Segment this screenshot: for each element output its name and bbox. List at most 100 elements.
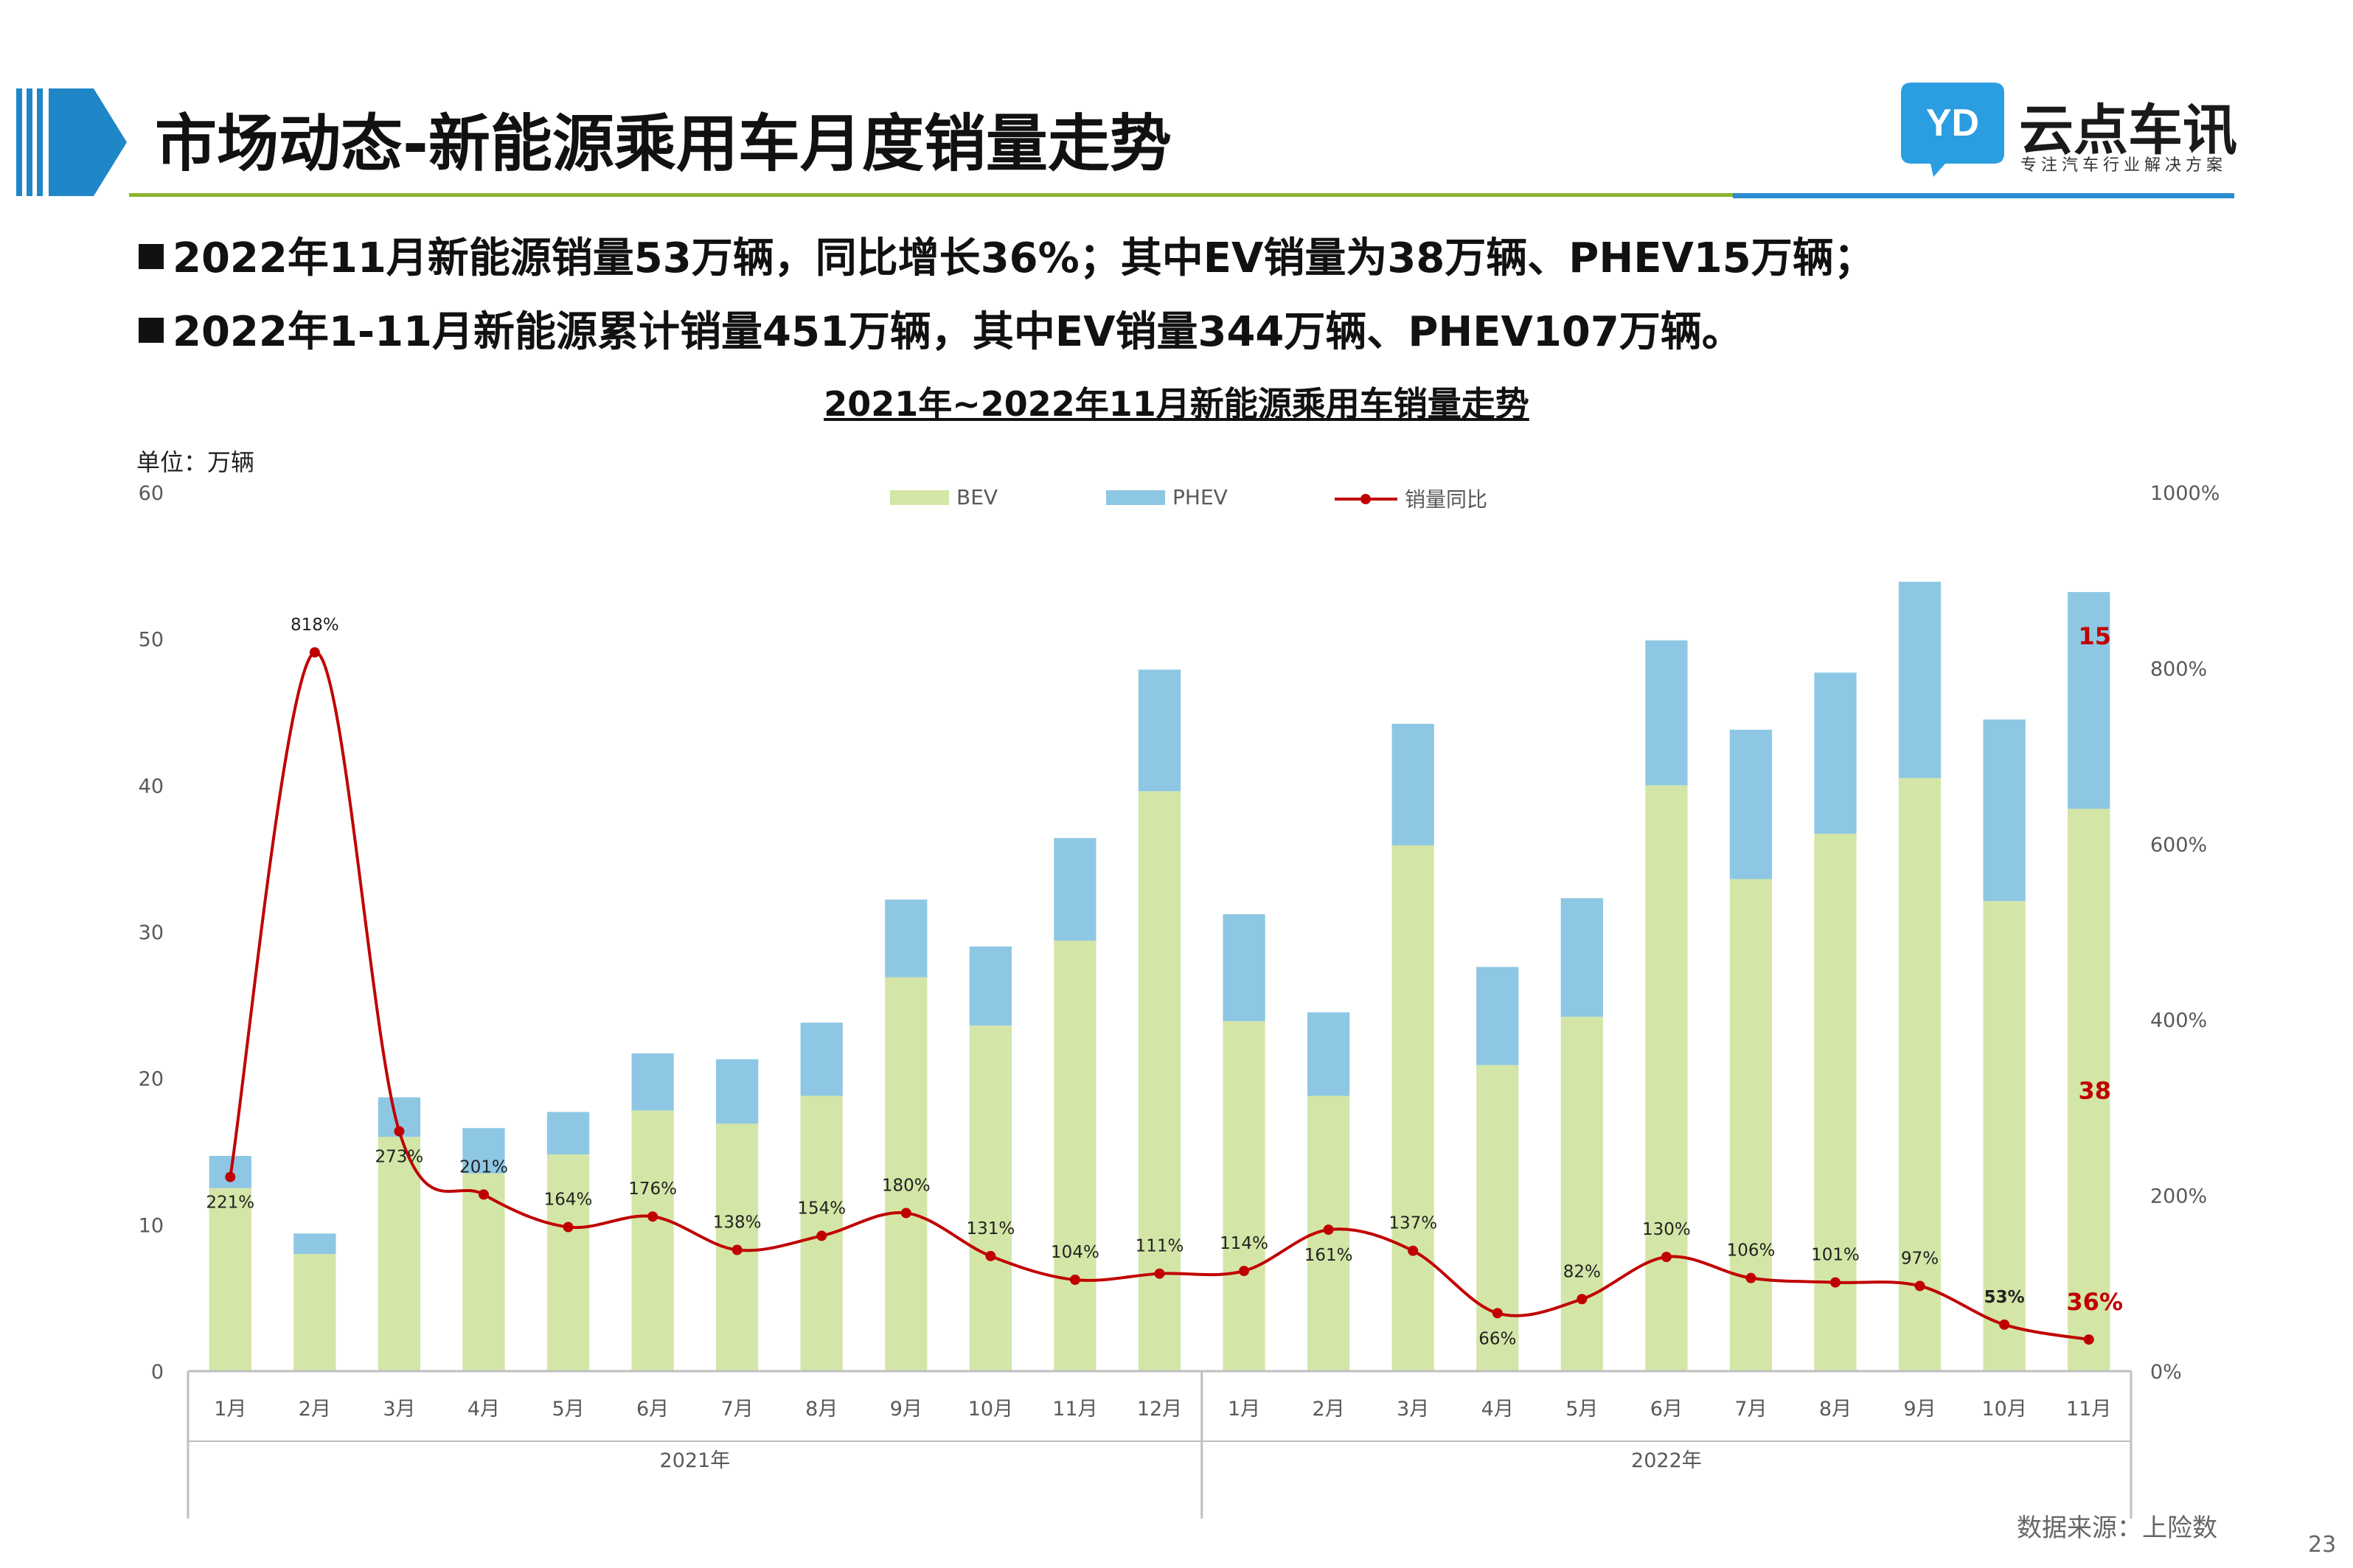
phev-bar — [800, 1022, 843, 1096]
bev-bar — [885, 977, 928, 1371]
bev-bar — [293, 1254, 336, 1371]
yoy-data-label: 36% — [2066, 1288, 2123, 1316]
phev-bar — [1814, 672, 1857, 834]
x-tick-label: 11月 — [1052, 1398, 1097, 1421]
y-right-tick-label: 0% — [2150, 1361, 2182, 1384]
yoy-point — [1408, 1245, 1419, 1256]
phev-callout-label: 15 — [2078, 622, 2111, 650]
yoy-data-label: 101% — [1811, 1246, 1860, 1265]
x-tick-label: 5月 — [552, 1398, 584, 1421]
yoy-point — [1323, 1224, 1334, 1236]
bev-bar — [1645, 785, 1688, 1371]
phev-bar — [1476, 966, 1519, 1065]
source-label: 数据来源：上险数 — [2017, 1513, 2217, 1543]
yoy-point — [1577, 1294, 1588, 1305]
unit-label: 单位：万辆 — [136, 448, 255, 476]
yoy-point — [1492, 1308, 1503, 1319]
bullet-square-icon — [139, 244, 164, 269]
yoy-data-label: 53% — [1984, 1288, 2025, 1307]
phev-bar — [1054, 837, 1096, 941]
x-tick-label: 6月 — [636, 1398, 669, 1421]
x-tick-label: 2月 — [299, 1398, 331, 1421]
logo-badge-icon: YD — [1901, 83, 2004, 177]
yoy-data-label: 111% — [1136, 1237, 1184, 1256]
yoy-point — [731, 1244, 743, 1255]
yoy-line — [229, 650, 2090, 1342]
x-tick-label: 8月 — [805, 1398, 838, 1421]
bev-bar — [2068, 809, 2110, 1371]
legend-bev-label: BEV — [956, 485, 998, 509]
phev-bar — [716, 1059, 759, 1124]
yoy-point — [1999, 1319, 2010, 1330]
bev-callout-label: 38 — [2078, 1077, 2111, 1105]
yoy-point — [394, 1126, 405, 1137]
yoy-data-label: 164% — [544, 1191, 593, 1210]
bev-bar — [1814, 833, 1857, 1371]
page-number: 23 — [2308, 1532, 2337, 1558]
phev-bar — [1560, 898, 1603, 1017]
phev-bar — [2068, 592, 2110, 809]
yoy-data-label: 273% — [375, 1148, 424, 1167]
y-left-tick-label: 10 — [139, 1214, 164, 1237]
yoy-data-label: 104% — [1051, 1243, 1099, 1262]
x-tick-label: 1月 — [214, 1398, 246, 1421]
yoy-data-label: 114% — [1220, 1234, 1268, 1253]
x-tick-label: 5月 — [1565, 1398, 1598, 1421]
phev-bar — [1898, 582, 1942, 778]
yoy-data-label: 221% — [206, 1194, 254, 1213]
page-title: 市场动态-新能源乘用车月度销量走势 — [155, 108, 1172, 180]
yoy-data-label: 97% — [1901, 1249, 1939, 1268]
phev-bar — [293, 1233, 336, 1255]
x-tick-label: 6月 — [1650, 1398, 1683, 1421]
x-tick-label: 3月 — [383, 1398, 415, 1421]
phev-bar — [462, 1128, 505, 1174]
summary-bullet-2-text: 2022年1-11月新能源累计销量451万辆，其中EV销量344万辆、PHEV1… — [173, 308, 1743, 356]
yoy-point — [1154, 1268, 1165, 1279]
yoy-point — [2083, 1334, 2094, 1345]
bev-bar — [546, 1154, 590, 1371]
yoy-point — [563, 1222, 574, 1233]
bev-bar — [1560, 1017, 1603, 1371]
yoy-point — [1914, 1280, 1925, 1292]
logo-name: 云点车讯 — [2019, 99, 2237, 162]
title-underline-green — [129, 193, 1751, 197]
yoy-point — [647, 1211, 658, 1222]
summary-bullet-1-text: 2022年11月新能源销量53万辆，同比增长36%；其中EV销量为38万辆、PH… — [173, 234, 1875, 282]
yoy-point — [985, 1250, 996, 1261]
legend-yoy-label: 销量同比 — [1405, 487, 1487, 512]
bev-bar — [1138, 791, 1181, 1371]
phev-bar — [1983, 719, 2026, 902]
phev-bar — [1223, 914, 1265, 1022]
brand-logo: YD 云点车讯 专注汽车行业解决方案 — [1901, 83, 2248, 186]
yoy-data-label: 201% — [459, 1157, 508, 1177]
x-tick-label: 9月 — [1903, 1398, 1936, 1421]
y-right-tick-label: 1000% — [2150, 482, 2220, 505]
x-tick-label: 8月 — [1819, 1398, 1852, 1421]
y-right-tick-label: 200% — [2150, 1185, 2207, 1208]
yoy-data-label: 176% — [628, 1180, 677, 1199]
y-right-tick-label: 400% — [2150, 1009, 2207, 1032]
summary-bullet-2: 2022年1-11月新能源累计销量451万辆，其中EV销量344万辆、PHEV1… — [139, 299, 1743, 358]
yoy-point — [225, 1171, 236, 1182]
phev-bar — [1729, 729, 1773, 879]
yoy-data-label: 818% — [291, 616, 339, 635]
title-underline-blue — [1733, 193, 2234, 198]
yoy-data-label: 138% — [713, 1213, 762, 1233]
y-right-tick-label: 800% — [2150, 658, 2207, 680]
y-left-tick-label: 40 — [139, 775, 164, 798]
yoy-data-label: 106% — [1727, 1241, 1776, 1261]
y-left-tick-label: 0 — [151, 1361, 164, 1384]
bev-bar — [1898, 778, 1942, 1371]
yoy-data-label: 130% — [1642, 1220, 1691, 1239]
y-left-tick-label: 30 — [139, 921, 164, 944]
legend-phev-label: PHEV — [1172, 485, 1228, 509]
x-tick-label: 4月 — [468, 1398, 500, 1421]
x-tick-label: 11月 — [2066, 1398, 2111, 1421]
bev-bar — [1983, 901, 2026, 1371]
bev-bar — [1391, 845, 1434, 1371]
bev-bar — [209, 1188, 251, 1371]
yoy-data-label: 131% — [966, 1219, 1015, 1238]
yoy-data-label: 137% — [1388, 1214, 1437, 1233]
y-left-tick-label: 60 — [139, 482, 164, 505]
yoy-data-label: 161% — [1304, 1246, 1353, 1265]
